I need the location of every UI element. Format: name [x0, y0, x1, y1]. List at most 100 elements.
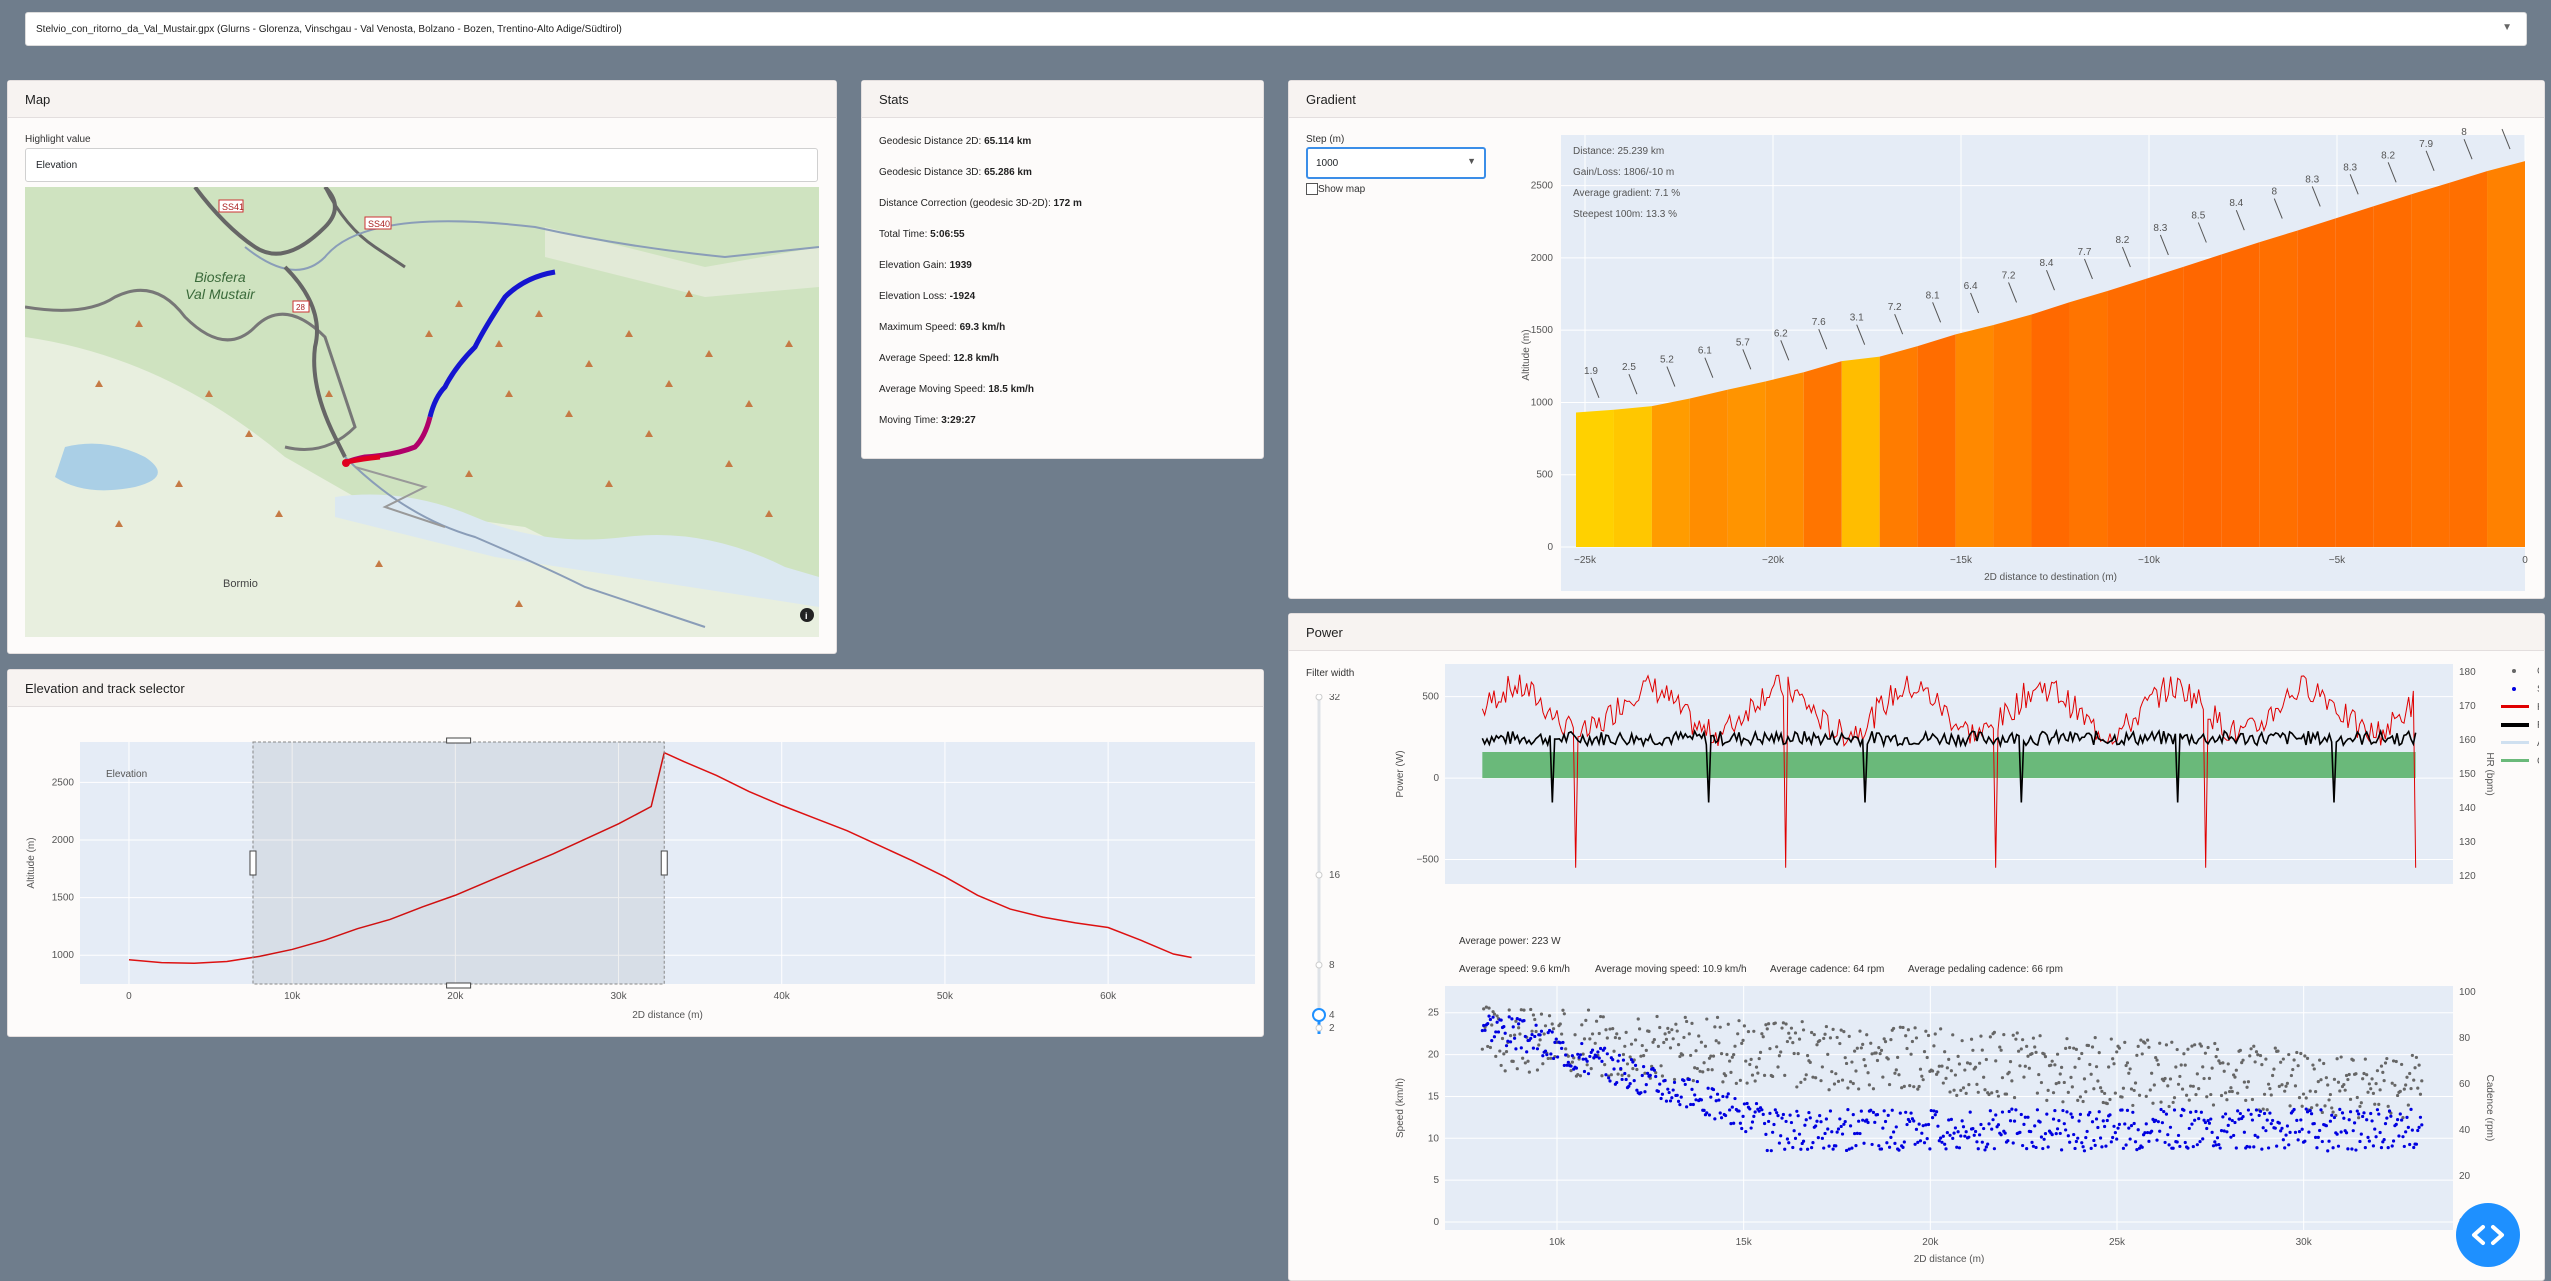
cadence-point — [1855, 1046, 1859, 1050]
gradient-title: Gradient — [1289, 81, 2544, 118]
cadence-point — [1775, 1045, 1779, 1049]
speed-point — [2178, 1144, 2182, 1149]
speed-point — [1883, 1119, 1888, 1124]
speed-point — [1760, 1108, 1764, 1112]
gradient-chart[interactable]: 0 500 1000 1500 2000 2500 −25k −20k −15k −10k −5k 0… — [1499, 125, 2539, 595]
cadence-point — [2246, 1080, 2251, 1084]
speed-point — [2023, 1115, 2027, 1119]
cadence-point — [1666, 1026, 1670, 1030]
speed-point — [1858, 1131, 1862, 1136]
cadence-point — [2269, 1093, 2273, 1097]
cadence-point — [2382, 1079, 2386, 1083]
cadence-point — [1765, 1027, 1769, 1031]
highlight-select[interactable]: Elevation — [25, 148, 818, 182]
cadence-point — [1613, 1035, 1617, 1040]
speed-point — [2336, 1144, 2341, 1148]
step-select[interactable]: 1000 ▼ — [1306, 147, 1486, 179]
gradient-label: 8.4 — [2040, 258, 2054, 269]
speed-point — [2238, 1111, 2242, 1116]
show-map-checkbox[interactable] — [1306, 183, 1318, 195]
gradient-label-leader — [2501, 128, 2511, 150]
speed-point — [1565, 1063, 1569, 1067]
speed-point — [2367, 1139, 2371, 1143]
speed-point — [1713, 1117, 1717, 1121]
gradient-bar — [2335, 206, 2374, 548]
gradient-label-leader — [1932, 302, 1942, 323]
speed-point — [1705, 1111, 1709, 1115]
power-chart[interactable]: 500 0 −500 180 170 160 150 140 130 120 Power (W) HR… — [1389, 662, 2539, 892]
speed-point — [1808, 1116, 1812, 1120]
cadence-point — [2319, 1078, 2323, 1082]
speed-point — [1549, 1052, 1553, 1056]
stat-value: 12.8 km/h — [953, 353, 999, 364]
cadence-point — [1983, 1088, 1987, 1092]
cadence-point — [1495, 1014, 1499, 1018]
cadence-point — [2381, 1070, 2385, 1074]
gradient-bar — [2069, 290, 2108, 547]
speed-point — [1658, 1082, 1662, 1086]
elevation-chart[interactable]: 1000 1500 2000 2500 0 10k 20k 30k 40k 50k 60k Eleva… — [8, 706, 1263, 1036]
code-toggle-button[interactable] — [2456, 1203, 2520, 1267]
cadence-point — [2107, 1065, 2111, 1069]
speed-point — [2362, 1111, 2366, 1115]
speed-point — [2127, 1126, 2131, 1130]
cadence-point — [2405, 1075, 2409, 1079]
cadence-point — [2394, 1059, 2398, 1064]
cadence-point — [1675, 1029, 1679, 1033]
speed-point — [2246, 1108, 2251, 1112]
cadence-point — [2264, 1057, 2268, 1061]
gradient-label-leader — [2387, 162, 2397, 183]
speed-point — [2186, 1146, 2190, 1150]
gradient-label: 2.5 — [1622, 362, 1636, 373]
speed-cadence-chart[interactable]: 252015105010080604020010k15k20k25k30kSpe… — [1389, 984, 2539, 1274]
cadence-point — [2086, 1043, 2091, 1048]
speed-point — [1654, 1074, 1658, 1079]
speed-point — [2108, 1113, 2112, 1117]
speed-point — [2400, 1118, 2404, 1122]
speed-point — [2324, 1124, 2328, 1128]
speed-point — [2344, 1131, 2349, 1135]
info-icon[interactable] — [800, 608, 814, 622]
chevron-down-icon[interactable]: ▼ — [2502, 22, 2512, 33]
cadence-point — [2038, 1034, 2042, 1038]
stat-item: Distance Correction (geodesic 3D-2D): 17… — [879, 198, 1082, 209]
legend-marker — [2501, 741, 2529, 744]
cadence-point — [1605, 1036, 1609, 1040]
speed-point — [1578, 1053, 1583, 1057]
speed-point — [2309, 1112, 2314, 1116]
speed-point — [1828, 1109, 1833, 1113]
speed-point — [2420, 1123, 2424, 1127]
stat-value: 65.286 km — [984, 167, 1032, 178]
speed-point — [1757, 1109, 1761, 1113]
cadence-point — [1767, 1022, 1771, 1026]
speed-point — [2357, 1112, 2361, 1116]
cadence-point — [2342, 1082, 2346, 1087]
cadence-point — [1527, 1070, 1531, 1074]
cadence-point — [1978, 1061, 1982, 1065]
cadence-point — [1922, 1050, 1927, 1054]
speed-point — [2121, 1146, 2126, 1150]
cadence-point — [1636, 1017, 1640, 1021]
speed-point — [1482, 1023, 1486, 1028]
cadence-point — [2154, 1055, 2158, 1060]
map-view[interactable]: SS40 SS41 Biosfera Val Mustair 28 Bormio… — [25, 187, 819, 637]
filter-width-slider[interactable]: 32 16 8 4 21 — [1299, 694, 1359, 1034]
cadence-point — [2073, 1065, 2077, 1069]
speed-point — [2205, 1126, 2209, 1131]
step-value: 1000 — [1316, 158, 1339, 169]
speed-point — [2089, 1146, 2093, 1151]
speed-point — [1671, 1088, 1675, 1092]
speed-point — [2093, 1143, 2097, 1147]
map-panel: Map Highlight value Elevation SS40 SS41 … — [7, 80, 837, 654]
speed-point — [2331, 1146, 2335, 1150]
speed-point — [2054, 1131, 2058, 1136]
cadence-ytick: 100 — [2459, 987, 2476, 998]
speed-point — [2097, 1110, 2101, 1114]
speed-point — [2179, 1114, 2183, 1118]
speed-point — [1554, 1037, 1558, 1041]
speed-point — [1695, 1079, 1699, 1084]
cadence-point — [2390, 1081, 2394, 1085]
speed-point — [2064, 1128, 2068, 1132]
cadence-point — [2226, 1062, 2230, 1066]
file-select[interactable]: Stelvio_con_ritorno_da_Val_Mustair.gpx (… — [25, 12, 2527, 46]
